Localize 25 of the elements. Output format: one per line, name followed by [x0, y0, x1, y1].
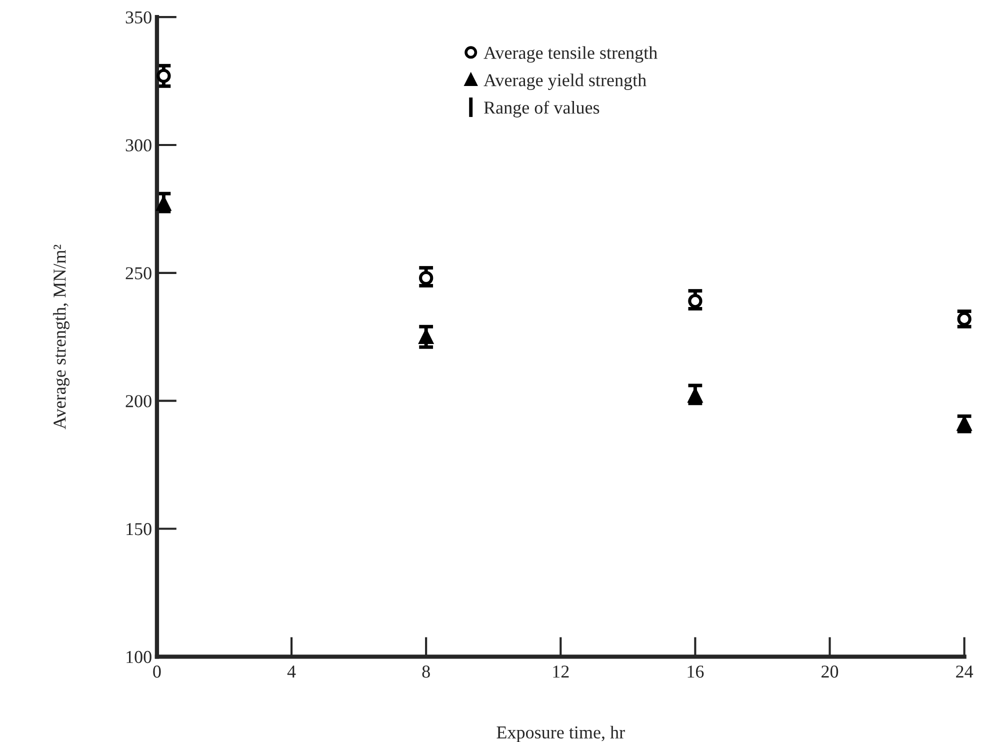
y-tick-label: 250 — [126, 267, 152, 280]
x-tick-label: 20 — [822, 666, 838, 678]
y-tick-label: 150 — [126, 523, 152, 536]
legend-label: Average tensile strength — [484, 46, 658, 63]
point — [957, 416, 972, 431]
x-tick-label: 8 — [422, 666, 430, 678]
legend-label: Average yield strength — [484, 74, 646, 90]
point — [156, 68, 171, 83]
x-tick-label: 0 — [153, 666, 161, 678]
annotation: Range of values — [484, 100, 600, 118]
y-tick-label: 350 — [126, 11, 152, 24]
x-tick-label: 4 — [287, 666, 296, 678]
x-tick-label: 16 — [688, 666, 704, 678]
y-tick-label: 300 — [126, 139, 152, 152]
point — [688, 388, 702, 403]
y-tick-label: 100 — [126, 650, 152, 664]
point — [688, 294, 702, 308]
point — [418, 330, 434, 344]
x-tick-label: 12 — [553, 666, 569, 678]
x-tick-label: 24 — [956, 666, 974, 678]
point — [418, 270, 434, 286]
point — [156, 196, 171, 211]
y-tick-label: 200 — [126, 395, 152, 408]
x-axis-title: Exposure time, hr — [496, 726, 625, 742]
y-axis-title: Average strength, MN/m² — [53, 244, 70, 430]
